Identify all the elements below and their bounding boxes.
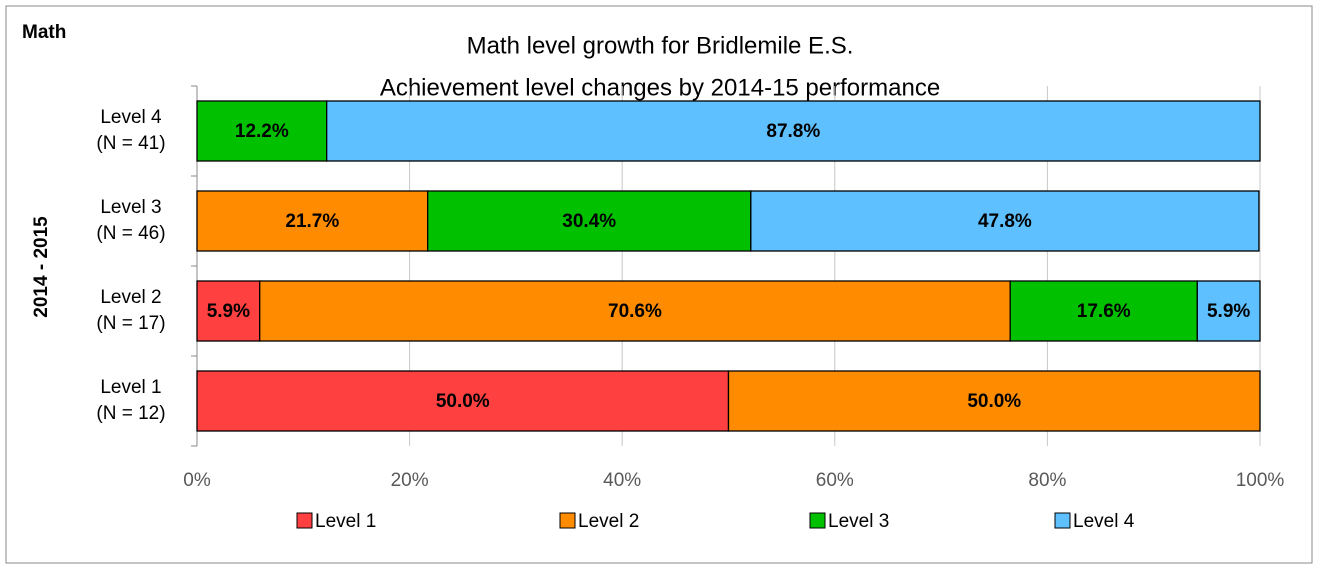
x-tick-label: 60% [816, 470, 854, 491]
y-tick-label: (N = 12) [96, 403, 165, 424]
data-label: 50.0% [436, 391, 490, 412]
legend-label: Level 2 [578, 511, 639, 532]
legend-swatch [296, 512, 313, 529]
legend-label: Level 4 [1073, 511, 1135, 532]
bar-segment [196, 370, 730, 432]
legend-label: Level 3 [828, 511, 889, 532]
corner-label: Math [22, 22, 66, 43]
y-tick-label: Level 1 [100, 377, 161, 398]
y-tick-label: Level 4 [100, 107, 162, 128]
legend-label: Level 1 [315, 511, 376, 532]
x-tick-label: 20% [391, 470, 429, 491]
y-tick-label: Level 2 [100, 287, 161, 308]
data-label: 30.4% [562, 211, 616, 232]
bar-segment [727, 370, 1261, 432]
x-tick-label: 40% [603, 470, 641, 491]
x-tick-label: 100% [1236, 470, 1285, 491]
legend-swatch [559, 512, 576, 529]
bar-segment [196, 280, 261, 342]
x-tick-label: 0% [183, 470, 211, 491]
x-tick-label: 80% [1028, 470, 1066, 491]
legend-swatch [1054, 512, 1071, 529]
data-label: 70.6% [608, 301, 662, 322]
bar-segment [196, 100, 328, 162]
data-label: 17.6% [1077, 301, 1131, 322]
data-label: 50.0% [967, 391, 1021, 412]
data-label: 21.7% [285, 211, 339, 232]
bar-segment [196, 190, 429, 252]
data-label: 5.9% [1207, 301, 1250, 322]
bar-segment [750, 190, 1260, 252]
bar-segment [1196, 280, 1261, 342]
bar-segment [427, 190, 752, 252]
y-tick-label: Level 3 [100, 197, 161, 218]
y-axis-label: 2014 - 2015 [31, 216, 52, 318]
data-label: 5.9% [207, 301, 250, 322]
y-tick-label: (N = 46) [96, 223, 165, 244]
chart-subtitle: Achievement level changes by 2014-15 per… [380, 74, 940, 101]
legend-swatch [809, 512, 826, 529]
y-tick-label: (N = 41) [96, 133, 165, 154]
data-label: 47.8% [978, 211, 1032, 232]
data-label: 87.8% [766, 121, 820, 142]
data-label: 12.2% [235, 121, 289, 142]
y-tick-label: (N = 17) [96, 313, 165, 334]
bar-segment [326, 100, 1261, 162]
chart-title: Math level growth for Bridlemile E.S. [467, 32, 854, 59]
bar-segment [1009, 280, 1198, 342]
